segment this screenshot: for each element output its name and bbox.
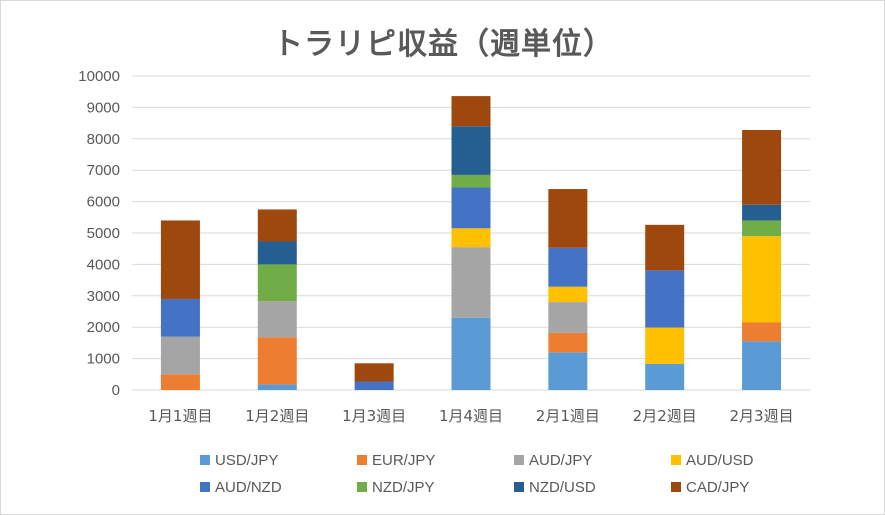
bar-segment <box>354 363 394 382</box>
bar-segment <box>160 336 200 375</box>
bar-segment <box>645 224 685 271</box>
bar-segment <box>742 130 782 205</box>
legend-swatch <box>671 455 681 465</box>
bar-segment <box>451 174 491 188</box>
x-tick-label: 1月2週目 <box>245 407 309 425</box>
y-tick-label: 8000 <box>87 131 120 148</box>
bar-segment <box>742 204 782 221</box>
chart-title: トラリピ収益（週単位） <box>273 27 614 62</box>
y-tick-label: 7000 <box>87 162 120 179</box>
bar-segment <box>451 247 491 318</box>
legend-swatch <box>200 482 210 492</box>
bar-segment <box>451 228 491 248</box>
bar-segment <box>451 126 491 175</box>
y-tick-label: 6000 <box>87 194 120 211</box>
bar-segment <box>742 220 782 237</box>
bar-segment <box>257 264 297 302</box>
legend-swatch <box>514 455 524 465</box>
bar-segment <box>257 209 297 242</box>
bar-segment <box>160 220 200 299</box>
legend-label: EUR/JPY <box>372 452 435 469</box>
x-tick-label: 1月4週目 <box>439 407 503 425</box>
bar-segment <box>160 298 200 337</box>
bar-segment <box>548 352 588 390</box>
legend-label: AUD/NZD <box>215 479 282 496</box>
y-tick-label: 2000 <box>87 319 120 336</box>
bar-segment <box>548 247 588 287</box>
bar-segment <box>742 236 782 323</box>
legend-swatch <box>671 482 681 492</box>
bar-segment <box>645 327 685 364</box>
bar-segment <box>354 381 394 390</box>
y-tick-label: 4000 <box>87 256 120 273</box>
bar-segment <box>160 374 200 390</box>
x-tick-label: 2月2週目 <box>633 407 697 425</box>
legend-label: NZD/USD <box>529 479 596 496</box>
y-tick-label: 10000 <box>78 68 120 85</box>
bar-segment <box>645 363 685 390</box>
bar-segment <box>451 317 491 390</box>
legend-label: NZD/JPY <box>372 479 435 496</box>
bar-segment <box>548 189 588 248</box>
bar-segment <box>548 332 588 353</box>
y-tick-label: 3000 <box>87 288 120 305</box>
legend-swatch <box>200 455 210 465</box>
bar-segment <box>257 241 297 265</box>
bar-segment <box>645 270 685 328</box>
y-tick-label: 1000 <box>87 351 120 368</box>
legend-label: USD/JPY <box>215 452 278 469</box>
bar-segment <box>451 96 491 127</box>
bar-segment <box>257 337 297 385</box>
x-tick-label: 2月3週目 <box>730 407 794 425</box>
legend-swatch <box>357 455 367 465</box>
x-tick-label: 1月1週目 <box>148 407 212 425</box>
y-tick-label: 0 <box>112 382 120 399</box>
legend-label: AUD/USD <box>686 452 754 469</box>
x-tick-label: 2月1週目 <box>536 407 600 425</box>
legend-label: AUD/JPY <box>529 452 592 469</box>
y-tick-label: 9000 <box>87 99 120 116</box>
y-tick-label: 5000 <box>87 225 120 242</box>
legend-swatch <box>514 482 524 492</box>
bar-segment <box>257 301 297 338</box>
legend-label: CAD/JPY <box>686 479 749 496</box>
bar-segment <box>742 322 782 342</box>
bar-segment <box>548 286 588 303</box>
bar-segment <box>451 187 491 229</box>
bar-segment <box>742 341 782 390</box>
bar-segment <box>257 384 297 390</box>
legend-swatch <box>357 482 367 492</box>
bar-segment <box>548 302 588 333</box>
x-tick-label: 1月3週目 <box>342 407 406 425</box>
